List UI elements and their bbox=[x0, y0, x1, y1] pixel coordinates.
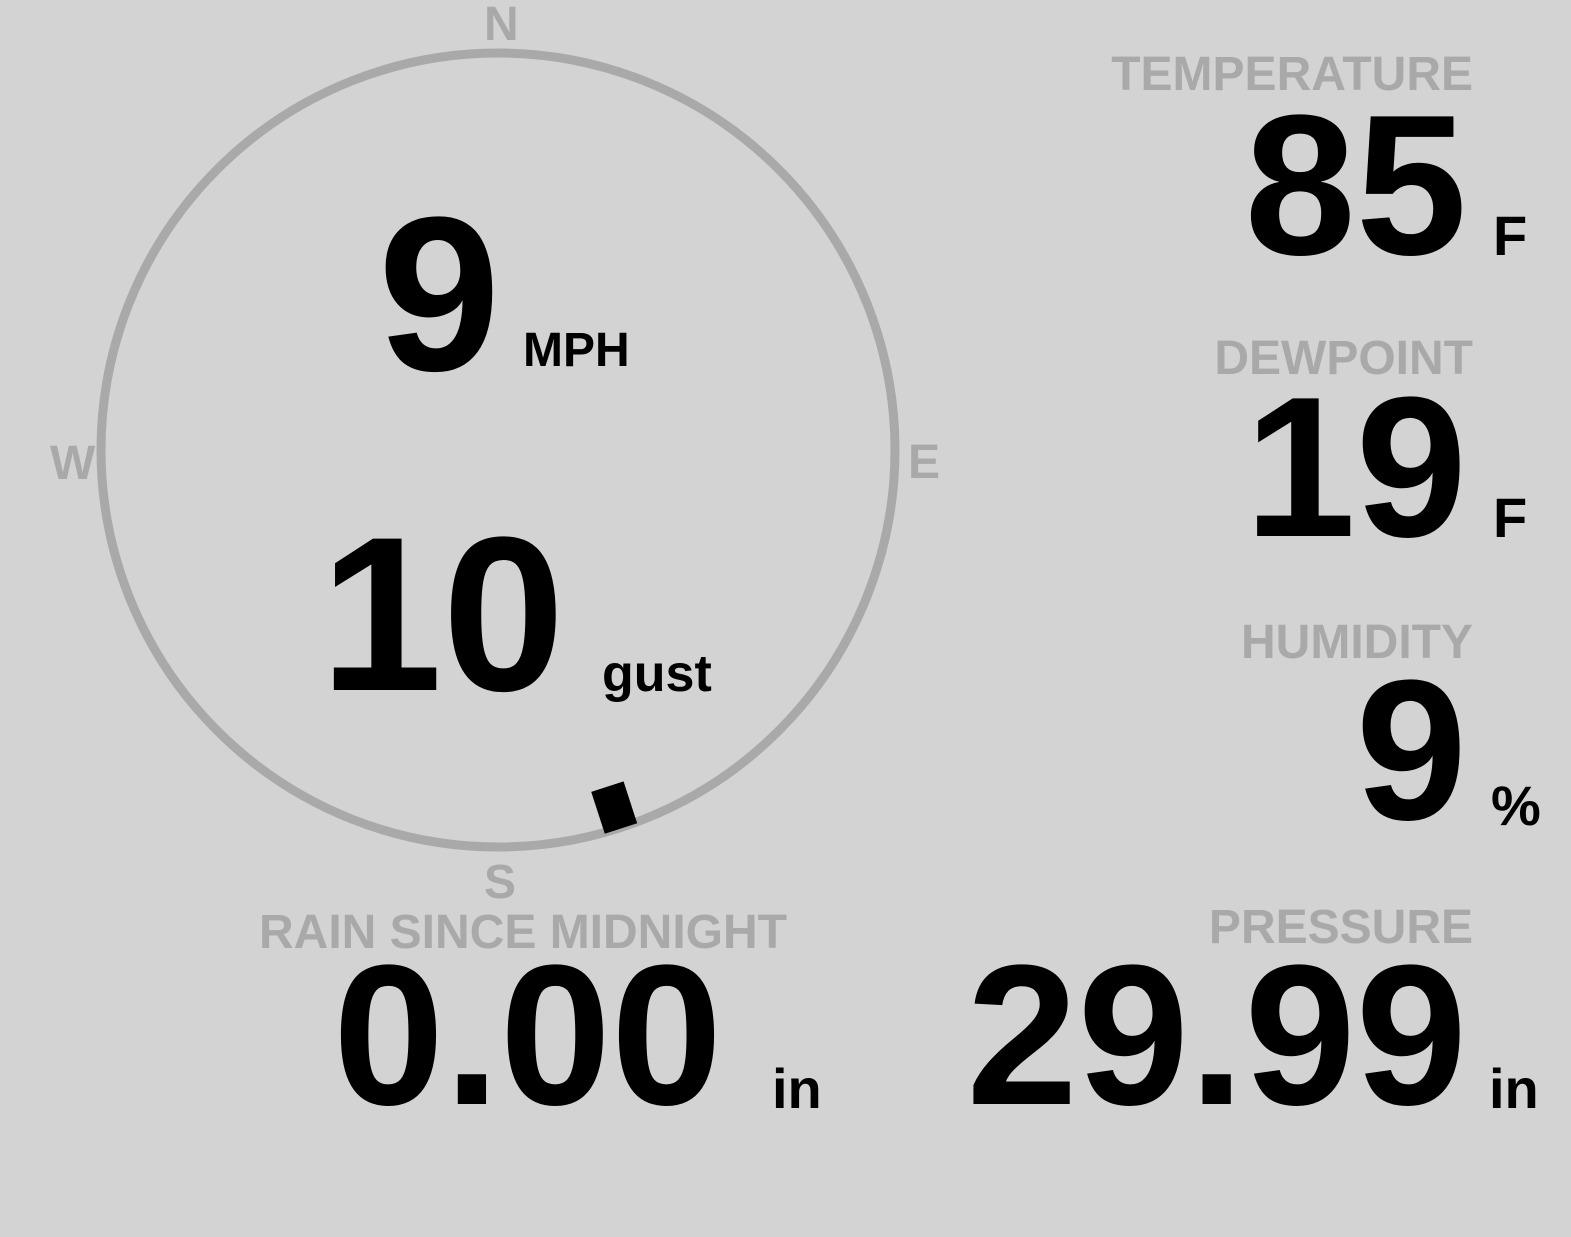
dewpoint-value: 19 bbox=[1244, 356, 1467, 579]
rain-value: 0.00 bbox=[333, 924, 723, 1147]
humidity-unit: % bbox=[1491, 774, 1541, 837]
pressure-unit: in bbox=[1489, 1057, 1539, 1120]
humidity-label: HUMIDITY bbox=[1241, 616, 1473, 669]
temperature-label: TEMPERATURE bbox=[1111, 48, 1473, 101]
compass-south: S bbox=[484, 856, 517, 909]
pressure-value: 29.99 bbox=[966, 924, 1468, 1147]
wind-gust-unit: gust bbox=[602, 645, 712, 703]
compass-west: W bbox=[50, 437, 96, 490]
compass-north: N bbox=[484, 0, 519, 51]
dewpoint-unit: F bbox=[1493, 486, 1528, 549]
temperature-unit: F bbox=[1493, 204, 1528, 267]
wind-direction-marker bbox=[591, 781, 638, 834]
rain-unit: in bbox=[772, 1057, 822, 1120]
wind-speed-unit: MPH bbox=[523, 324, 630, 377]
wind-speed-value: 9 bbox=[378, 171, 501, 417]
pressure-label: PRESSURE bbox=[1208, 901, 1473, 954]
compass-ring bbox=[96, 48, 900, 852]
compass-east: E bbox=[908, 436, 941, 489]
temperature-value: 85 bbox=[1244, 74, 1467, 297]
rain-label: RAIN SINCE MIDNIGHT bbox=[259, 906, 787, 959]
dewpoint-label: DEWPOINT bbox=[1214, 332, 1473, 385]
wind-gust-value: 10 bbox=[320, 491, 565, 737]
humidity-value: 9 bbox=[1355, 639, 1467, 862]
